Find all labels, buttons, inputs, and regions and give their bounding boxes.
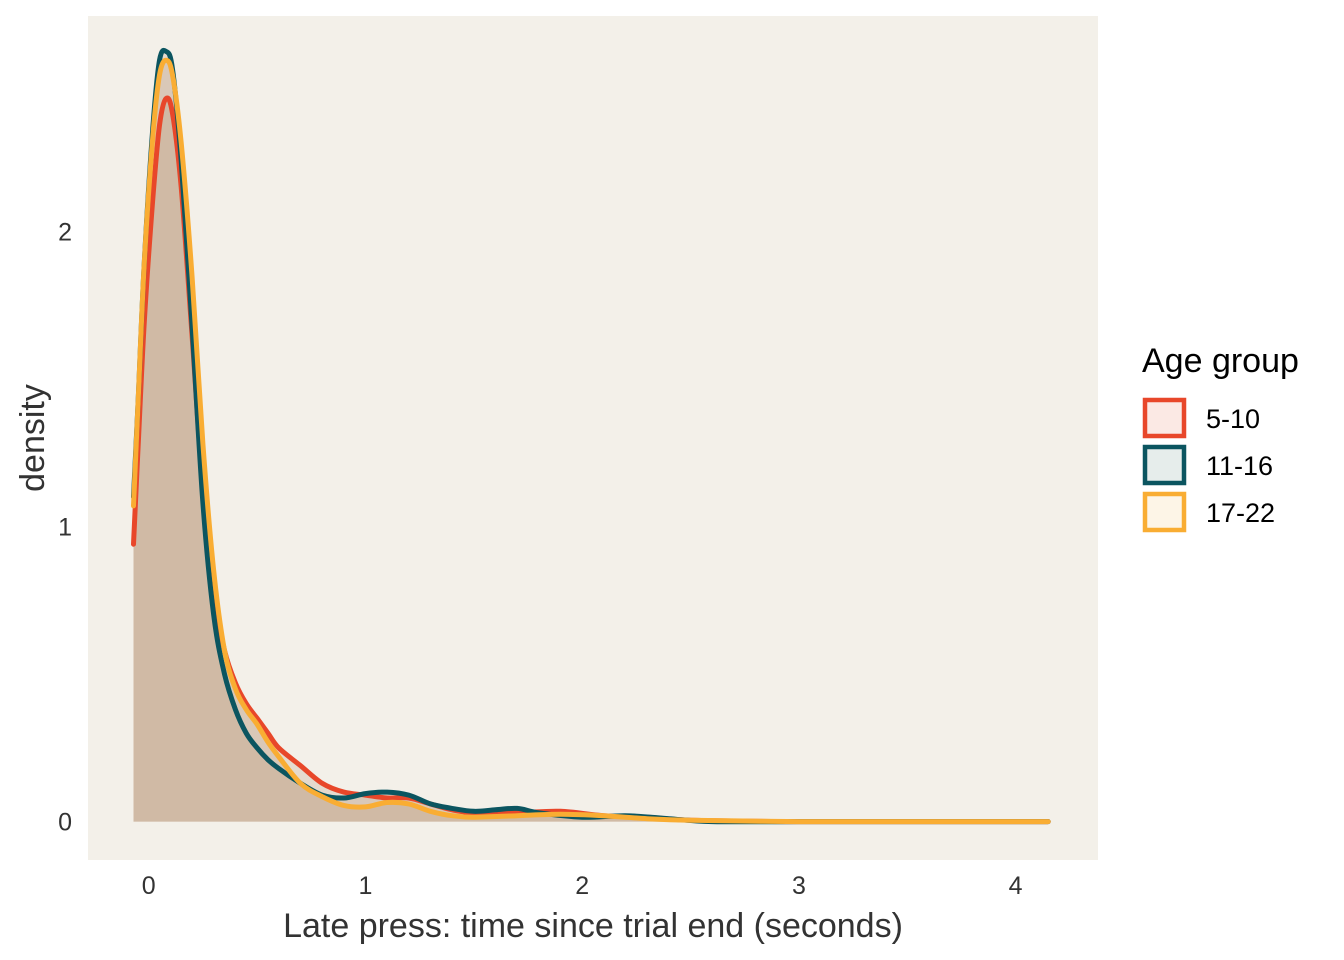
y-tick-label: 1 bbox=[58, 514, 72, 542]
density-lines bbox=[131, 47, 1051, 825]
legend-label: 11-16 bbox=[1206, 451, 1273, 481]
density-area-5-10 bbox=[133, 97, 1049, 822]
y-axis-title: density bbox=[14, 384, 52, 492]
density-line-17-22 bbox=[131, 57, 1051, 825]
legend-key-17-22 bbox=[1142, 491, 1187, 533]
y-tick-label: 0 bbox=[58, 809, 72, 837]
x-tick-label: 1 bbox=[358, 872, 372, 900]
density-area-11-16 bbox=[133, 50, 1049, 822]
density-area-17-22 bbox=[133, 60, 1049, 822]
legend-key-5-10 bbox=[1142, 397, 1187, 439]
x-tick-label: 0 bbox=[142, 872, 156, 900]
x-tick-label: 2 bbox=[575, 872, 589, 900]
x-axis-title: Late press: time since trial end (second… bbox=[283, 907, 903, 945]
y-axis-ticks: 0 1 2 bbox=[58, 218, 72, 836]
legend-key-11-16 bbox=[1142, 444, 1187, 486]
x-tick-label: 3 bbox=[792, 872, 806, 900]
legend-label: 5-10 bbox=[1206, 404, 1260, 434]
y-tick-label: 2 bbox=[58, 218, 72, 246]
legend-title: Age group bbox=[1142, 342, 1299, 380]
legend-label: 17-22 bbox=[1206, 498, 1275, 528]
density-areas bbox=[133, 50, 1049, 822]
x-tick-label: 4 bbox=[1009, 872, 1023, 900]
legend: Age group 5-10 11-16 17-22 bbox=[1142, 342, 1299, 533]
x-axis-ticks: 0 1 2 3 4 bbox=[142, 872, 1023, 900]
